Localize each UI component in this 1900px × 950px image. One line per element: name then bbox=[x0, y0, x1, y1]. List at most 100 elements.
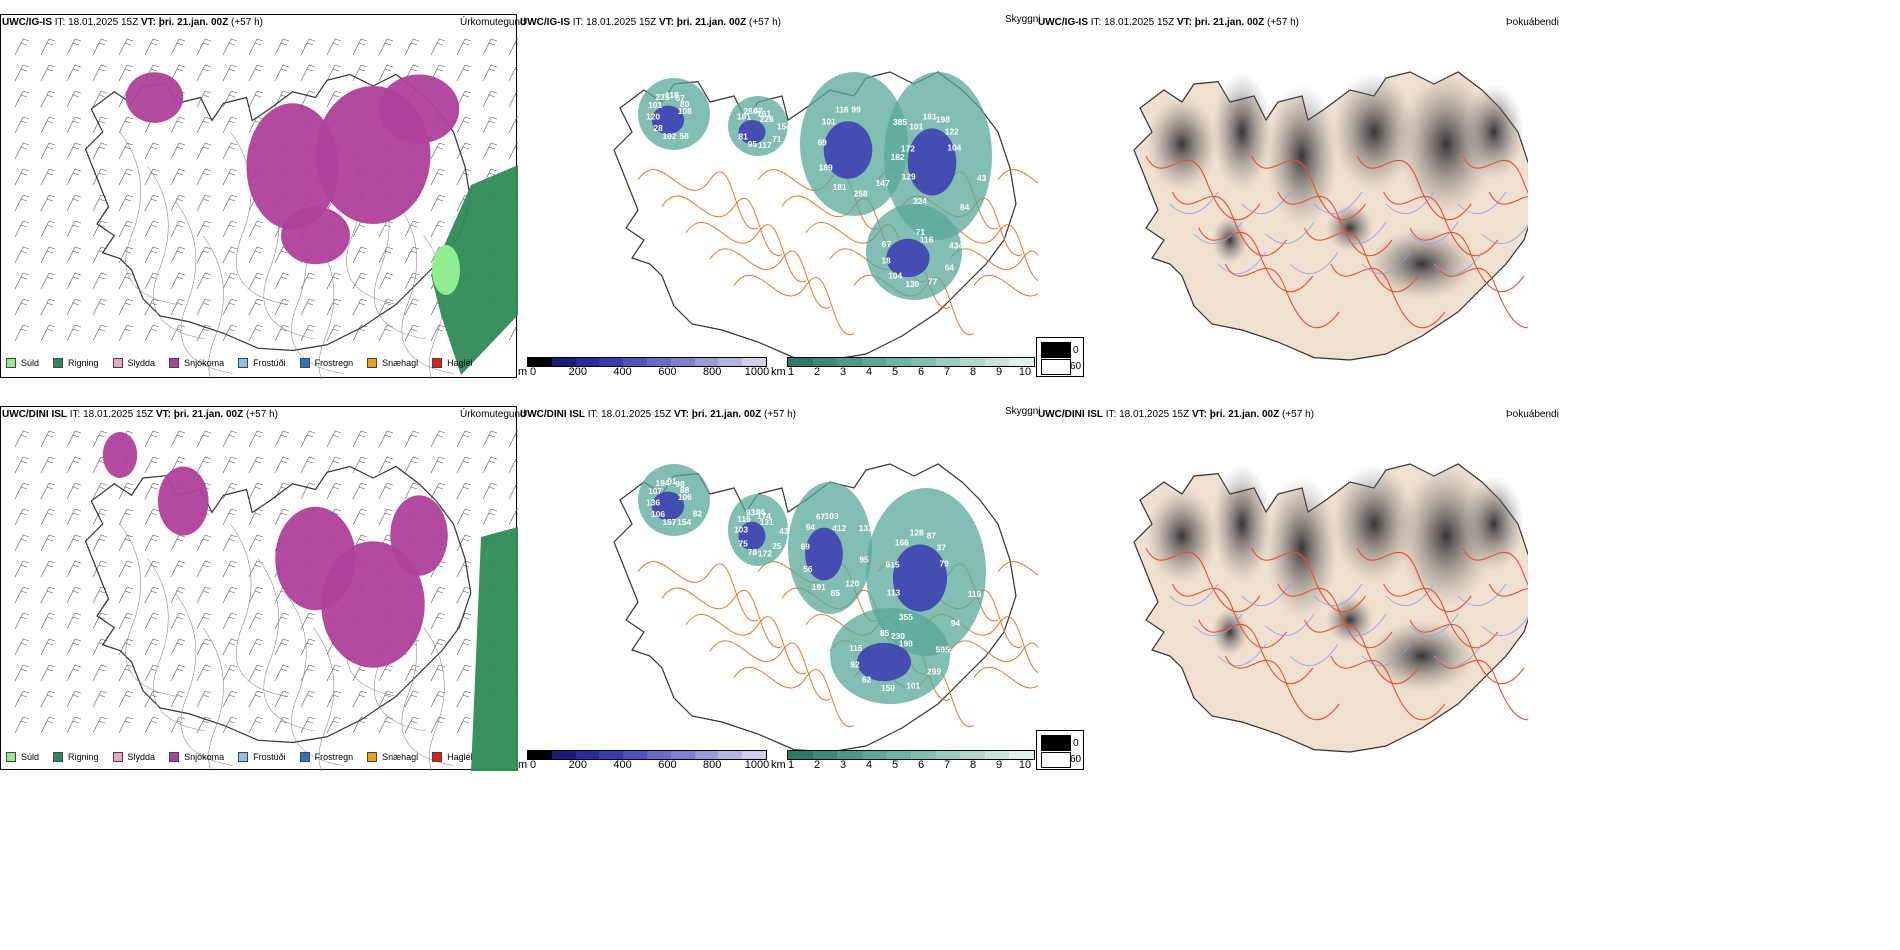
visibility-value: 77 bbox=[928, 277, 938, 287]
wind-barb bbox=[40, 482, 56, 500]
road-line bbox=[973, 666, 1038, 689]
wind-barb bbox=[248, 246, 264, 264]
road-line bbox=[257, 558, 316, 732]
wind-barb bbox=[300, 612, 316, 630]
colorbar-tick: 600 bbox=[658, 759, 677, 771]
wind-barb bbox=[118, 116, 134, 134]
colorbar-segment bbox=[861, 751, 887, 759]
wind-barb bbox=[40, 638, 56, 656]
fog-area bbox=[1332, 464, 1416, 584]
wind-barb bbox=[222, 534, 238, 552]
wind-barb bbox=[378, 246, 394, 264]
wind-barb bbox=[352, 298, 368, 316]
wind-barb bbox=[66, 430, 82, 448]
wind-barb bbox=[144, 534, 160, 552]
road-line bbox=[119, 523, 178, 697]
visibility-value: 615 bbox=[886, 560, 900, 570]
wind-barb bbox=[118, 38, 134, 56]
river-line bbox=[1481, 616, 1528, 636]
visibility-value: 385 bbox=[893, 117, 907, 127]
wind-barb bbox=[92, 508, 108, 526]
colorbar-tick: 9 bbox=[995, 366, 1003, 378]
road-line bbox=[1462, 547, 1528, 586]
wind-barb bbox=[378, 38, 394, 56]
wind-barb bbox=[66, 168, 82, 186]
iceland-group: 106 75 103 94 115 88 78 67 116 92 98 172 94 79 62 91 25 6… bbox=[613, 463, 1038, 753]
wind-barb bbox=[248, 716, 264, 734]
wind-barb bbox=[170, 272, 186, 290]
fog-legend-1: 0 60 bbox=[1036, 337, 1084, 377]
iceland-group bbox=[84, 72, 472, 379]
wind-barb bbox=[14, 612, 30, 630]
very-low-visibility-area bbox=[823, 121, 873, 179]
wind-barb bbox=[118, 638, 134, 656]
wind-barb bbox=[196, 612, 212, 630]
wind-barb bbox=[118, 690, 134, 708]
colorbar-segment bbox=[599, 751, 624, 759]
wind-barb bbox=[222, 168, 238, 186]
colorbar-tick: 5 bbox=[891, 759, 899, 771]
colorbar-segment bbox=[984, 358, 1010, 366]
wind-barb bbox=[14, 194, 30, 212]
wind-barb bbox=[430, 716, 446, 734]
visibility-value: 101 bbox=[909, 122, 923, 132]
wind-barb bbox=[66, 64, 82, 82]
road-line bbox=[1198, 619, 1314, 685]
iceland-group: 1088199846780951164318671171011041041187… bbox=[613, 71, 1038, 361]
legend-item-0-5: Frostregn bbox=[299, 358, 353, 368]
wind-barb bbox=[222, 482, 238, 500]
wind-barb bbox=[352, 690, 368, 708]
visibility-value: 102 bbox=[662, 131, 676, 141]
legend-swatch bbox=[53, 358, 64, 368]
wind-barb bbox=[144, 168, 160, 186]
wind-barb bbox=[118, 508, 134, 526]
snow-area bbox=[321, 541, 425, 668]
fog-area bbox=[1212, 216, 1248, 264]
road-line bbox=[1303, 619, 1419, 685]
fog-area bbox=[1146, 488, 1218, 584]
wind-barb bbox=[66, 508, 82, 526]
road-line bbox=[1356, 155, 1472, 221]
wind-barb bbox=[92, 142, 108, 160]
legend-item-1-7: Haglél bbox=[432, 752, 473, 762]
wind-barb bbox=[404, 298, 420, 316]
visibility-value: 434 bbox=[949, 241, 963, 251]
wind-barb bbox=[326, 482, 342, 500]
wind-barb bbox=[66, 116, 82, 134]
legend-label: Snæhagl bbox=[382, 752, 419, 762]
colorbar-segment bbox=[935, 751, 961, 759]
wind-barb bbox=[300, 64, 316, 82]
visibility-value: 95 bbox=[748, 139, 758, 149]
road-line bbox=[1488, 583, 1528, 597]
wind-barb bbox=[196, 246, 212, 264]
wind-barb bbox=[456, 90, 472, 108]
visibility-value: 107 bbox=[648, 486, 662, 496]
wind-barb bbox=[170, 194, 186, 212]
road-line bbox=[1224, 655, 1340, 721]
fog-area bbox=[1212, 464, 1272, 584]
colorbar-tick: 1000 bbox=[744, 366, 770, 378]
wind-barb bbox=[222, 638, 238, 656]
wind-barb bbox=[92, 534, 108, 552]
wind-barb bbox=[92, 38, 108, 56]
wind-barb bbox=[378, 456, 394, 474]
fog-legend-2: 0 60 bbox=[1036, 730, 1084, 770]
visibility-value: 18 bbox=[881, 256, 891, 266]
road-line bbox=[733, 666, 855, 728]
very-low-visibility-area bbox=[907, 128, 957, 196]
visibility-value: 181 bbox=[737, 111, 751, 121]
wind-barb bbox=[352, 508, 368, 526]
panel-title-precip-1: UWC/IG-IS IT: 18.01.2025 15Z VT: þri. 21… bbox=[2, 17, 263, 28]
visibility-value: 69 bbox=[817, 138, 827, 148]
wind-barb bbox=[456, 534, 472, 552]
legend-item-0-6: Snæhagl bbox=[367, 358, 418, 368]
visibility-value: 136 bbox=[646, 497, 660, 507]
very-low-visibility-area bbox=[893, 544, 947, 612]
panel-title-precip-2: UWC/DINI ISL IT: 18.01.2025 15Z VT: þri.… bbox=[2, 409, 278, 420]
colorbar-tick: 0 bbox=[529, 366, 537, 378]
colorbar-tick: 4 bbox=[865, 759, 873, 771]
river-line bbox=[1241, 191, 1291, 214]
wind-barb bbox=[40, 534, 56, 552]
wind-barb bbox=[66, 324, 82, 342]
wind-barb bbox=[66, 246, 82, 264]
